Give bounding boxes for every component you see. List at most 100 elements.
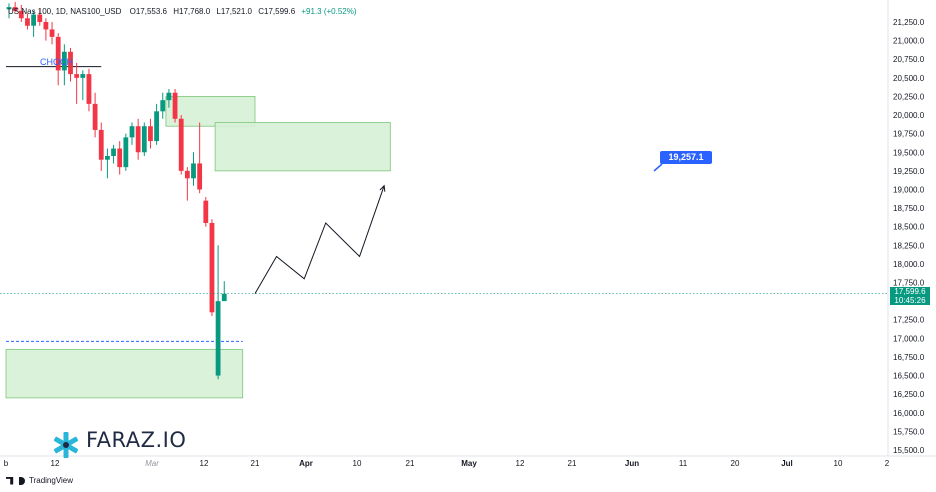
candle-body — [123, 137, 129, 168]
price-tick-label: 17,250.0 — [893, 316, 925, 325]
candlestick-series — [6, 1, 227, 380]
current-price: 17,599.6 — [894, 286, 926, 296]
bar-countdown: 10:45:26 — [894, 295, 926, 305]
candle — [135, 118, 141, 160]
candle-body — [154, 111, 159, 142]
time-tick-label: 10 — [353, 459, 362, 468]
price-tick-label: 21,250.0 — [893, 18, 925, 27]
price-tick-label: 20,000.0 — [893, 111, 925, 120]
time-tick-label: 2 — [885, 459, 890, 468]
target-price-label[interactable]: 19,257.1 — [660, 151, 712, 164]
candle — [215, 245, 221, 380]
candle — [191, 152, 196, 186]
candle — [18, 4, 24, 22]
callout-pointer — [653, 163, 663, 172]
candle — [178, 115, 184, 175]
candle-body — [105, 155, 110, 160]
candle-body — [92, 103, 98, 130]
candle-body — [55, 36, 61, 71]
candle — [154, 103, 159, 145]
candle-body — [191, 163, 196, 179]
candle-body — [86, 74, 92, 104]
candle — [160, 92, 166, 119]
time-axis: b 12 Mar 12 21 Apr 10 21 May 12 21 Jun 11 20 Jul 10 2 — [4, 459, 890, 468]
candle-body — [166, 92, 172, 101]
candle-body — [172, 92, 178, 119]
candle — [98, 122, 104, 171]
candle-body — [184, 170, 190, 179]
time-tick-label: 11 — [679, 459, 688, 468]
demand-zones — [5, 96, 391, 399]
price-axis: 21,250.0 21,000.0 20,750.0 20,500.0 20,250.0… — [893, 18, 925, 455]
candle-body — [12, 7, 18, 11]
change-value: +91.3 (+0.52%) — [301, 7, 357, 16]
candle-body — [203, 200, 209, 223]
candle — [172, 88, 178, 123]
close-value: C17,599.6 — [258, 7, 296, 16]
price-tick-label: 15,750.0 — [893, 427, 925, 436]
candle — [148, 118, 153, 149]
time-tick-label: 20 — [731, 459, 740, 468]
price-tick-label: 16,750.0 — [893, 353, 925, 362]
time-tick-label: 12 — [200, 459, 209, 468]
candle-body — [141, 126, 147, 153]
candle — [141, 122, 147, 156]
time-tick-label: Jun — [625, 459, 639, 468]
candle — [25, 13, 30, 30]
brand-watermark: FARAZ.IO — [52, 428, 186, 452]
candle — [49, 22, 55, 45]
candle — [123, 133, 129, 171]
price-tick-label: 16,000.0 — [893, 409, 925, 418]
candle — [92, 92, 98, 138]
candle — [6, 3, 12, 19]
time-tick-label: b — [4, 459, 9, 468]
candle — [111, 144, 116, 164]
projected-path — [254, 185, 385, 294]
candle — [221, 281, 227, 302]
price-tick-label: 18,250.0 — [893, 241, 925, 250]
candle — [105, 148, 110, 179]
low-value: L17,521.0 — [216, 7, 252, 16]
price-tick-label: 19,250.0 — [893, 167, 925, 176]
candle-body — [160, 100, 166, 112]
time-tick-label: 21 — [406, 459, 415, 468]
high-value: H17,768.0 — [173, 7, 211, 16]
supply-demand-zone — [5, 349, 244, 399]
candle-body — [6, 7, 12, 10]
candle-body — [221, 293, 227, 302]
time-tick-label: May — [461, 459, 477, 468]
candle — [31, 10, 36, 37]
price-tick-label: 20,750.0 — [893, 55, 925, 64]
level-lines — [6, 66, 243, 342]
candle — [86, 68, 92, 112]
price-tick-label: 20,250.0 — [893, 92, 925, 101]
price-tick-label: 15,500.0 — [893, 446, 925, 455]
candle-body — [25, 18, 30, 26]
platform-name[interactable]: TradingView — [29, 476, 74, 485]
price-tick-label: 18,500.0 — [893, 223, 925, 232]
projection-arrowhead — [379, 184, 386, 192]
open-value: O17,553.6 — [129, 7, 167, 16]
time-tick-label: 21 — [251, 459, 260, 468]
faraz-logo-icon — [53, 432, 79, 458]
candle-body — [148, 126, 153, 142]
price-tick-label: 19,000.0 — [893, 185, 925, 194]
candle-body — [98, 129, 104, 160]
price-tick-label: 16,250.0 — [893, 390, 925, 399]
candle-body — [74, 74, 80, 78]
candle — [74, 62, 80, 104]
price-tick-label: 16,500.0 — [893, 372, 925, 381]
supply-demand-zone — [214, 122, 391, 172]
candle-body — [209, 222, 215, 313]
candle-body — [111, 148, 116, 156]
candle — [197, 122, 203, 194]
candle — [55, 33, 61, 86]
choch-label: CHOCH — [40, 57, 73, 67]
symbol-title[interactable]: US Nas 100, 1D, NAS100_USD — [8, 7, 122, 16]
candle — [184, 167, 190, 201]
candle-body — [61, 51, 67, 71]
tradingview-logo-icon — [6, 476, 14, 485]
current-price-tag: 17,599.6 10:45:26 — [890, 286, 930, 305]
candle — [80, 70, 86, 101]
